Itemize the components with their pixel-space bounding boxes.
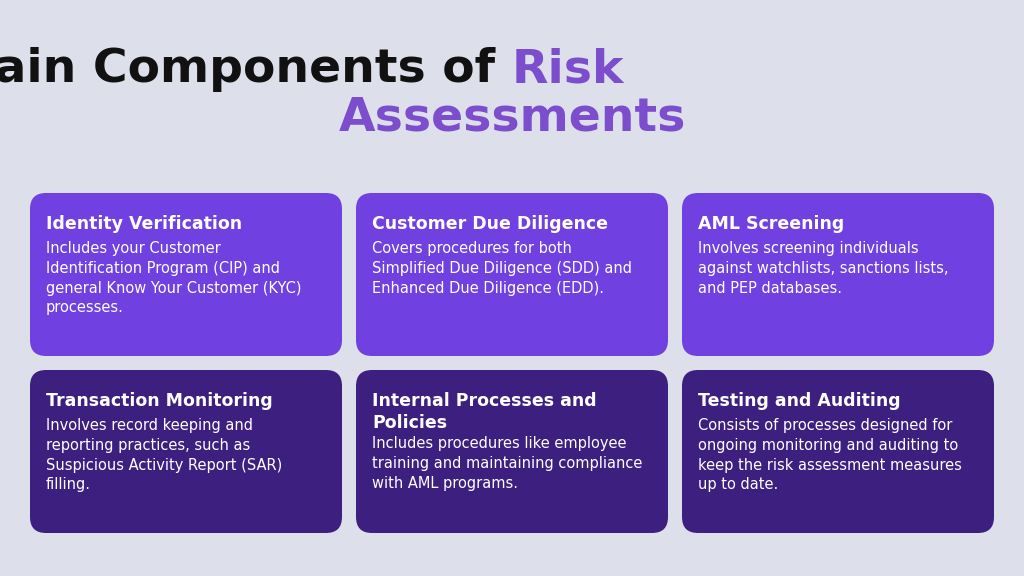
Text: Involves screening individuals
against watchlists, sanctions lists,
and PEP data: Involves screening individuals against w…: [698, 241, 948, 295]
Text: AML Screening: AML Screening: [698, 215, 844, 233]
Text: Internal Processes and
Policies: Internal Processes and Policies: [372, 392, 597, 431]
FancyBboxPatch shape: [356, 193, 668, 356]
Text: Covers procedures for both
Simplified Due Diligence (SDD) and
Enhanced Due Dilig: Covers procedures for both Simplified Du…: [372, 241, 632, 295]
FancyBboxPatch shape: [30, 193, 342, 356]
Text: Transaction Monitoring: Transaction Monitoring: [46, 392, 272, 410]
FancyBboxPatch shape: [356, 370, 668, 533]
Text: Involves record keeping and
reporting practices, such as
Suspicious Activity Rep: Involves record keeping and reporting pr…: [46, 418, 283, 492]
Text: Assessments: Assessments: [338, 96, 686, 141]
Text: Risk: Risk: [512, 47, 625, 93]
FancyBboxPatch shape: [682, 193, 994, 356]
Text: Includes procedures like employee
training and maintaining compliance
with AML p: Includes procedures like employee traini…: [372, 436, 642, 491]
FancyBboxPatch shape: [30, 370, 342, 533]
Text: Customer Due Diligence: Customer Due Diligence: [372, 215, 608, 233]
Text: Consists of processes designed for
ongoing monitoring and auditing to
keep the r: Consists of processes designed for ongoi…: [698, 418, 962, 492]
FancyBboxPatch shape: [682, 370, 994, 533]
Text: Includes your Customer
Identification Program (CIP) and
general Know Your Custom: Includes your Customer Identification Pr…: [46, 241, 301, 316]
Text: Testing and Auditing: Testing and Auditing: [698, 392, 901, 410]
Text: Identity Verification: Identity Verification: [46, 215, 242, 233]
Text: The Main Components of: The Main Components of: [0, 47, 512, 93]
